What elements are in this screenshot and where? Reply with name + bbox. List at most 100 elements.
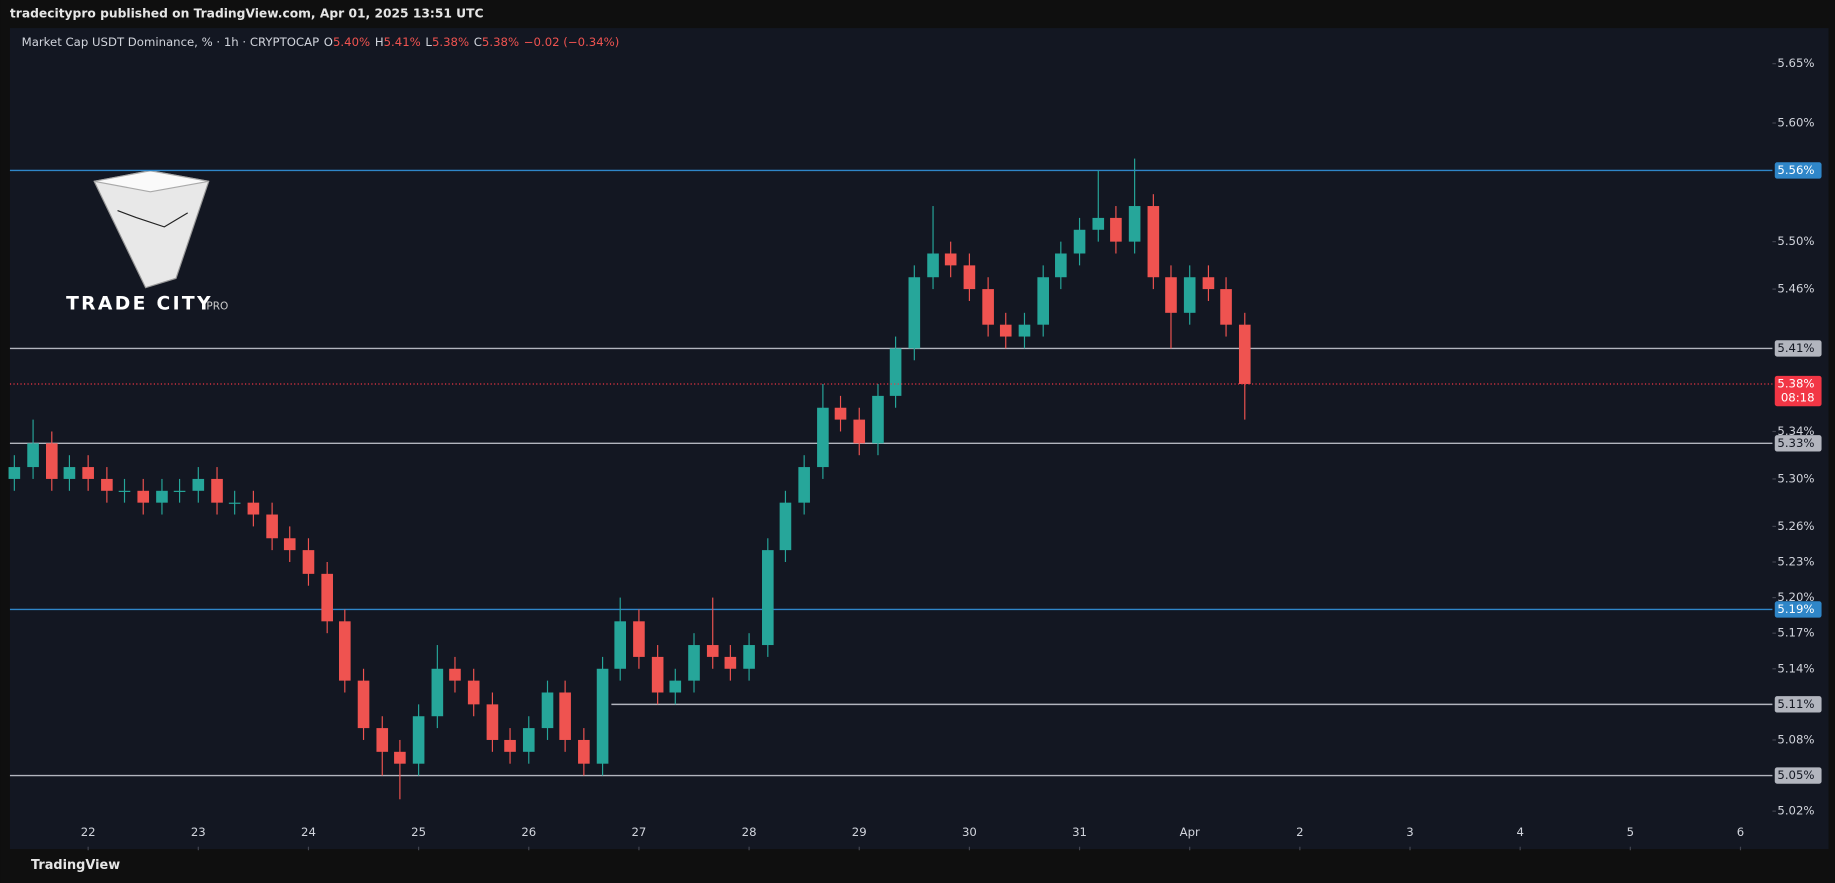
level-label-bg bbox=[1774, 435, 1822, 452]
y-tick-label: 5.26% bbox=[1777, 519, 1814, 533]
candle-body bbox=[156, 490, 168, 503]
x-tick-label: 29 bbox=[852, 825, 867, 839]
last-price-label: 5.38% bbox=[1777, 377, 1814, 391]
x-tick-label: 24 bbox=[301, 825, 316, 839]
x-tick-label: 22 bbox=[81, 825, 96, 839]
candle-body bbox=[614, 621, 627, 669]
candle-body bbox=[101, 478, 113, 491]
level-label-bg bbox=[1774, 340, 1822, 357]
candle-body bbox=[706, 645, 719, 657]
legend-change: −0.02 (−0.34%) bbox=[524, 35, 620, 49]
level-label: 5.41% bbox=[1777, 341, 1814, 355]
candle-body bbox=[834, 407, 847, 420]
candle-body bbox=[999, 324, 1012, 337]
candle-body bbox=[1055, 253, 1067, 278]
x-tick-label: 2 bbox=[1296, 825, 1303, 839]
y-tick-label: 5.30% bbox=[1777, 471, 1814, 485]
candle-body bbox=[743, 645, 755, 669]
legend-value: 5.38% bbox=[432, 35, 469, 49]
candle-body bbox=[798, 467, 810, 503]
x-tick-label: 28 bbox=[742, 825, 757, 839]
candle-body bbox=[302, 550, 315, 574]
legend-key: H bbox=[375, 35, 384, 49]
candle-body bbox=[431, 668, 444, 717]
candle-body bbox=[578, 739, 590, 764]
x-tick-label: 25 bbox=[411, 825, 426, 839]
candle-body bbox=[762, 550, 774, 646]
candle-body bbox=[651, 656, 664, 693]
candle-body bbox=[228, 502, 241, 504]
x-tick-label: 6 bbox=[1737, 825, 1744, 839]
level-label-bg bbox=[1774, 767, 1822, 784]
level-label-bg bbox=[1774, 696, 1822, 713]
candle-body bbox=[486, 704, 499, 740]
y-tick-label: 5.23% bbox=[1777, 554, 1814, 568]
legend-value: 5.38% bbox=[482, 35, 519, 49]
candle-body bbox=[321, 573, 333, 622]
legend: Market Cap USDT Dominance, % · 1h · CRYP… bbox=[22, 35, 620, 49]
x-tick-label: 4 bbox=[1516, 825, 1523, 839]
candle-body bbox=[559, 692, 571, 740]
last-price-bg bbox=[1774, 375, 1822, 407]
y-tick-label: 5.20% bbox=[1777, 590, 1814, 604]
logo-line bbox=[117, 209, 189, 228]
publish-header: tradecitypro published on TradingView.co… bbox=[10, 7, 484, 21]
candle-body bbox=[266, 514, 278, 539]
candle-body bbox=[449, 668, 461, 681]
candle-body bbox=[118, 490, 131, 492]
candle-body bbox=[137, 490, 150, 503]
legend-text: Market Cap USDT Dominance, % · 1h · CRYP… bbox=[22, 35, 620, 49]
candle-body bbox=[669, 680, 682, 693]
candle-body bbox=[1238, 324, 1251, 385]
candle-body bbox=[817, 407, 829, 468]
x-tick-label: 3 bbox=[1406, 825, 1413, 839]
legend-key: L bbox=[425, 35, 432, 49]
logo-title: TRADE CITY bbox=[66, 294, 213, 315]
candle-body bbox=[724, 656, 737, 669]
candle-body bbox=[541, 692, 554, 729]
candle-body bbox=[963, 265, 976, 290]
footer-brand: TradingView bbox=[31, 858, 120, 873]
candle-body bbox=[944, 253, 957, 266]
candle-body bbox=[27, 443, 39, 468]
y-tick-label: 5.17% bbox=[1777, 626, 1814, 640]
level-label: 5.33% bbox=[1777, 436, 1814, 450]
level-label: 5.05% bbox=[1777, 768, 1814, 782]
y-tick-label: 5.65% bbox=[1777, 56, 1814, 70]
candle-body bbox=[982, 289, 994, 325]
x-tick-label: Apr bbox=[1180, 825, 1200, 839]
candle-body bbox=[504, 739, 516, 752]
level-label-bg bbox=[1774, 162, 1822, 179]
candle-body bbox=[211, 478, 223, 503]
candle-body bbox=[412, 716, 425, 764]
candle-body bbox=[872, 395, 884, 444]
candle-body bbox=[283, 538, 296, 551]
candle-body bbox=[8, 467, 21, 479]
legend-value: 5.41% bbox=[384, 35, 421, 49]
level-label: 5.11% bbox=[1777, 697, 1814, 711]
x-tick-label: 5 bbox=[1627, 825, 1634, 839]
candle-body bbox=[908, 277, 921, 349]
candle-body bbox=[1202, 277, 1215, 290]
x-tick-label: 31 bbox=[1072, 825, 1087, 839]
plot-area bbox=[9, 28, 1829, 850]
candle-body bbox=[467, 680, 480, 705]
x-tick-label: 30 bbox=[962, 825, 977, 839]
candle-body bbox=[1037, 277, 1050, 325]
level-label: 5.19% bbox=[1777, 602, 1814, 616]
y-tick-label: 5.08% bbox=[1777, 732, 1814, 746]
candle-body bbox=[45, 443, 58, 479]
y-tick-label: 5.02% bbox=[1777, 804, 1814, 818]
x-tick-label: 26 bbox=[521, 825, 536, 839]
candle-body bbox=[192, 478, 205, 491]
logo-suffix: PRO bbox=[206, 300, 228, 312]
candle-body bbox=[1018, 324, 1031, 337]
candle-body bbox=[596, 668, 609, 764]
candle-body bbox=[688, 645, 700, 681]
candle-body bbox=[1128, 206, 1141, 242]
candle-body bbox=[1147, 206, 1160, 278]
candle-body bbox=[376, 728, 389, 752]
y-tick-label: 5.34% bbox=[1777, 424, 1814, 438]
candle-body bbox=[1165, 277, 1177, 313]
candle-body bbox=[357, 680, 370, 729]
